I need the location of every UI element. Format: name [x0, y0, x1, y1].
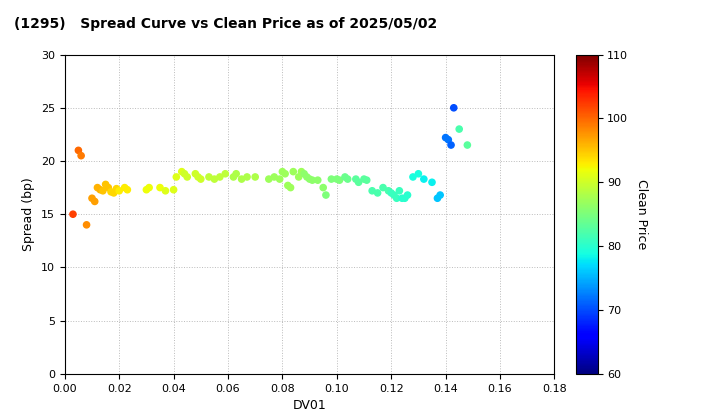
Point	[119, 184, 130, 191]
Point	[413, 171, 424, 177]
Point	[301, 173, 312, 180]
Point	[195, 176, 207, 182]
Point	[312, 177, 323, 184]
Point	[383, 187, 395, 194]
Point	[408, 173, 419, 180]
Point	[189, 171, 201, 177]
Point	[279, 171, 291, 177]
Point	[143, 184, 155, 191]
Point	[108, 189, 120, 196]
Point	[359, 176, 370, 182]
Point	[331, 176, 343, 182]
Point	[402, 192, 413, 198]
Point	[154, 184, 166, 191]
Point	[285, 184, 297, 191]
Point	[179, 171, 190, 177]
Point	[307, 177, 318, 184]
Point	[350, 176, 361, 182]
Point	[203, 173, 215, 180]
Point	[434, 192, 446, 198]
Point	[391, 195, 402, 202]
Point	[73, 147, 84, 154]
Point	[385, 189, 397, 196]
Point	[140, 186, 152, 193]
X-axis label: DV01: DV01	[293, 399, 326, 412]
Point	[318, 184, 329, 191]
Point	[448, 105, 459, 111]
Point	[287, 168, 299, 175]
Point	[394, 187, 405, 194]
Point	[361, 177, 372, 184]
Point	[293, 173, 305, 180]
Point	[334, 177, 346, 184]
Point	[353, 179, 364, 186]
Point	[432, 195, 444, 202]
Point	[440, 134, 451, 141]
Point	[339, 173, 351, 180]
Point	[296, 168, 307, 175]
Point	[396, 195, 408, 202]
Point	[342, 176, 354, 182]
Point	[241, 173, 253, 180]
Point	[214, 173, 225, 180]
Point	[236, 176, 248, 182]
Point	[209, 176, 220, 182]
Text: (1295)   Spread Curve vs Clean Price as of 2025/05/02: (1295) Spread Curve vs Clean Price as of…	[14, 17, 438, 31]
Point	[263, 176, 274, 182]
Point	[454, 126, 465, 132]
Point	[105, 189, 117, 195]
Point	[320, 192, 332, 198]
Point	[282, 182, 294, 189]
Point	[181, 173, 193, 180]
Point	[269, 173, 280, 180]
Point	[304, 176, 315, 182]
Point	[86, 195, 98, 202]
Point	[176, 168, 187, 175]
Point	[102, 184, 114, 191]
Point	[377, 184, 389, 191]
Point	[122, 186, 133, 193]
Point	[366, 187, 378, 194]
Y-axis label: Spread (bp): Spread (bp)	[22, 177, 35, 251]
Point	[276, 168, 288, 175]
Point	[168, 186, 179, 193]
Point	[399, 195, 410, 202]
Point	[111, 185, 122, 192]
Point	[249, 173, 261, 180]
Point	[372, 189, 383, 196]
Point	[443, 136, 454, 143]
Point	[100, 181, 112, 188]
Point	[418, 176, 430, 182]
Point	[274, 176, 285, 182]
Point	[462, 142, 473, 148]
Point	[171, 173, 182, 180]
Y-axis label: Clean Price: Clean Price	[635, 179, 648, 249]
Point	[76, 152, 87, 159]
Point	[388, 192, 400, 198]
Point	[94, 186, 106, 193]
Point	[97, 187, 109, 194]
Point	[91, 184, 103, 191]
Point	[298, 171, 310, 177]
Point	[445, 142, 456, 148]
Point	[426, 179, 438, 186]
Point	[230, 171, 242, 177]
Point	[325, 176, 337, 182]
Point	[160, 187, 171, 194]
Point	[67, 211, 78, 218]
Point	[228, 173, 239, 180]
Point	[89, 198, 101, 205]
Point	[192, 173, 204, 180]
Point	[81, 221, 92, 228]
Point	[220, 171, 231, 177]
Point	[114, 187, 125, 194]
